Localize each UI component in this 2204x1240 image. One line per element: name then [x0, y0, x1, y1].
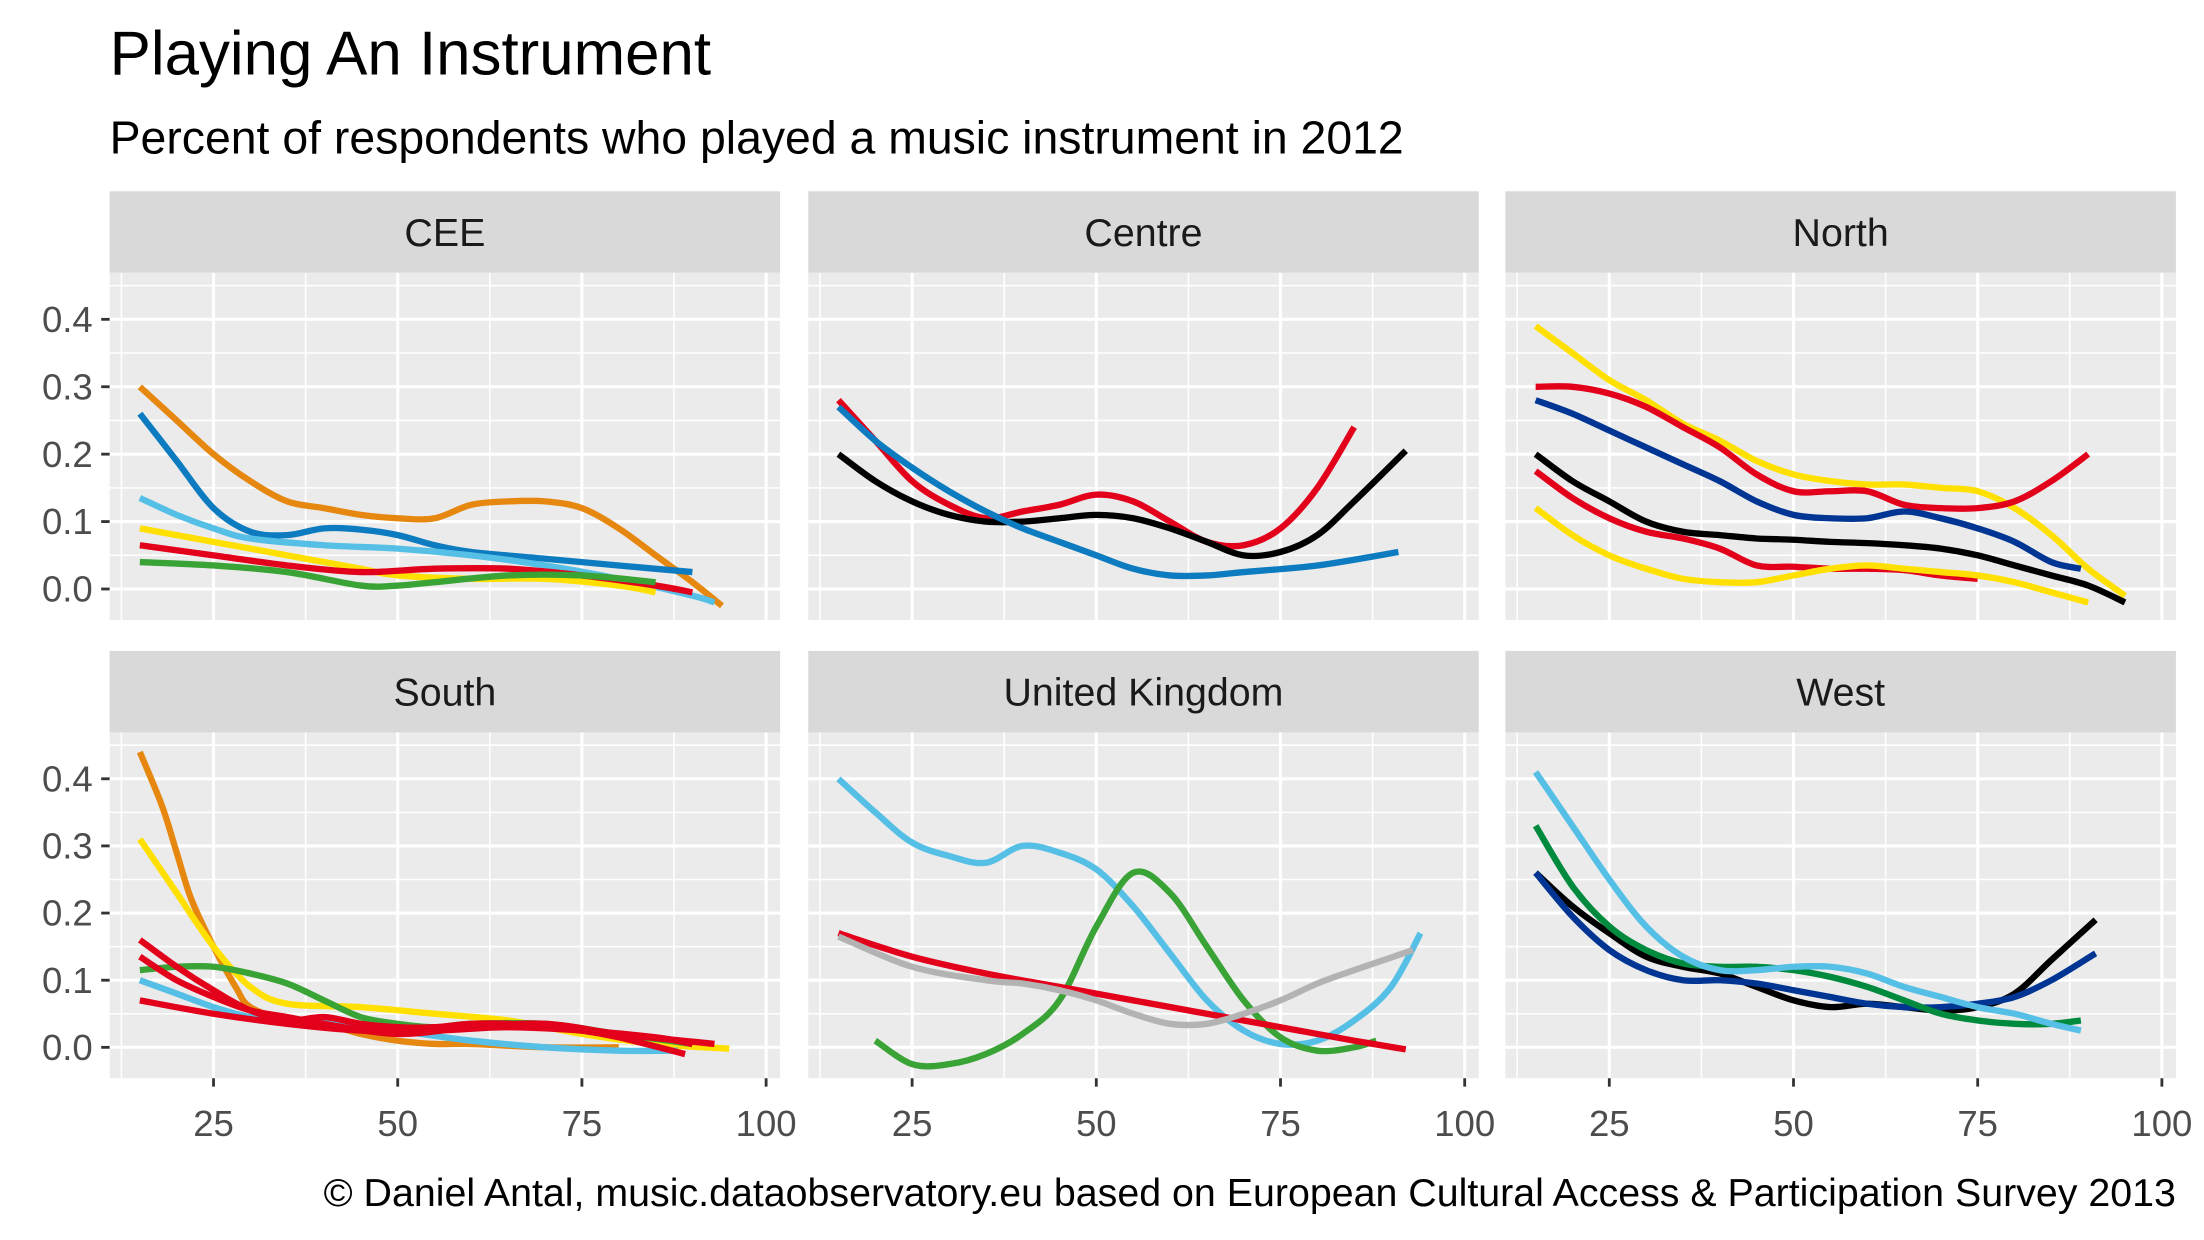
series-line [1533, 323, 2127, 599]
y-tick-label: 0.1 [42, 501, 93, 542]
x-tick-label: 50 [1076, 1103, 1117, 1144]
chart-subtitle: Percent of respondents who played a musi… [110, 111, 1404, 163]
x-tick-label: 100 [2131, 1103, 2192, 1144]
x-tick-label: 100 [1434, 1103, 1495, 1144]
series-line [137, 384, 724, 609]
series-line [1533, 770, 2082, 1034]
panel-background [808, 732, 1479, 1079]
series-line [836, 398, 1357, 550]
series-line [139, 997, 694, 1048]
y-tick-label: 0.3 [42, 366, 93, 407]
panel-background [1505, 272, 2176, 620]
chart-caption: © Daniel Antal, music.dataobservatory.eu… [324, 1171, 2176, 1215]
x-tick-label: 50 [1773, 1103, 1814, 1144]
series-line [837, 933, 1415, 1029]
y-tick-label: 0.3 [42, 826, 93, 867]
series-line [138, 977, 678, 1055]
series-line [1533, 451, 2127, 606]
panel-united-kingdom: United Kingdom 25 50 75 100 [808, 650, 1495, 1144]
series-line [1534, 397, 2082, 572]
facet-strip-label: South [393, 671, 496, 715]
panel-north: North [1505, 191, 2176, 624]
x-tick-label: 100 [736, 1103, 797, 1144]
x-tick-label: 50 [377, 1103, 418, 1144]
facet-strip [109, 650, 781, 733]
facet-strip [808, 191, 1479, 273]
x-tick-label: 75 [1260, 1103, 1301, 1144]
x-tick-label: 75 [562, 1103, 603, 1144]
series-line [1532, 824, 2082, 1028]
y-tick-label: 0.0 [42, 1027, 93, 1068]
facet-strip [1505, 650, 2176, 733]
facet-strip-label: Centre [1084, 211, 1202, 255]
series-line [139, 558, 656, 590]
series-line [1533, 505, 2090, 606]
x-tick-label: 25 [193, 1103, 234, 1144]
panel-background [808, 272, 1479, 620]
series-line [1535, 383, 2091, 512]
panel-cee: CEE 0.0 0.1 0.2 0.3 0.4 [42, 191, 781, 624]
x-tick-label: 25 [892, 1103, 933, 1144]
panel-south: South 0.0 0.1 0.2 0.3 0.4 25 50 75 100 [42, 650, 797, 1144]
y-tick-label: 0.0 [42, 569, 93, 610]
chart-title: Playing An Instrument [110, 20, 711, 89]
y-tick-label: 0.2 [42, 434, 93, 475]
facet-strip-label: West [1796, 671, 1885, 715]
series-line [1533, 870, 2098, 1011]
facet-strip [808, 650, 1479, 733]
facet-strip [1505, 191, 2176, 273]
facet-strip-label: North [1793, 211, 1889, 255]
series-line [139, 525, 657, 596]
x-tick-label: 75 [1957, 1103, 1998, 1144]
panel-background [109, 732, 781, 1079]
facet-panels: CEE 0.0 0.1 0.2 0.3 0.4 Centre North South 0.0 0.1… [42, 191, 2192, 1144]
series-line [836, 448, 1408, 560]
y-tick-label: 0.2 [42, 893, 93, 934]
series-line [836, 404, 1399, 580]
panel-west: West 25 50 75 100 [1505, 650, 2192, 1144]
facet-strip [109, 191, 781, 273]
x-tick-label: 25 [1589, 1103, 1630, 1144]
series-line [873, 868, 1378, 1070]
series-line [137, 411, 693, 576]
facet-strip-label: CEE [404, 211, 485, 255]
y-tick-label: 0.4 [42, 299, 93, 340]
y-tick-label: 0.4 [42, 758, 93, 799]
y-tick-label: 0.1 [42, 960, 93, 1001]
panel-centre: Centre [808, 191, 1479, 624]
series-line [837, 930, 1407, 1053]
facet-strip-label: United Kingdom [1003, 671, 1283, 715]
